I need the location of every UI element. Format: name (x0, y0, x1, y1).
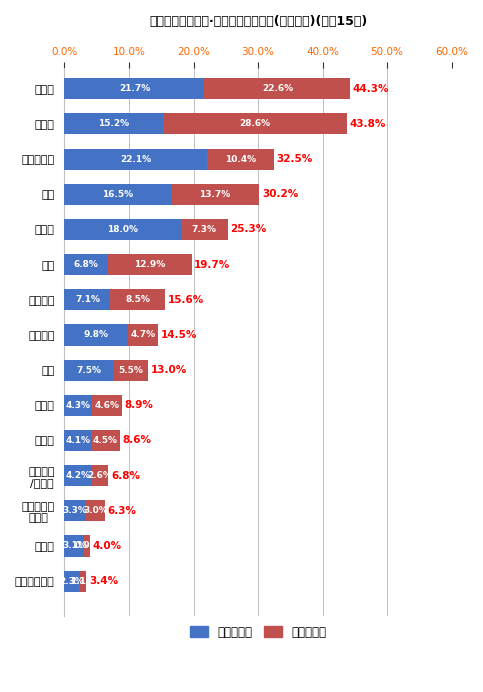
Bar (64, 113, 163, 134)
Text: 7.3%: 7.3% (192, 225, 217, 234)
Text: 2.6%: 2.6% (87, 471, 113, 480)
Text: 19.7%: 19.7% (194, 260, 230, 270)
Text: 7.1%: 7.1% (75, 295, 100, 304)
Text: 4.0%: 4.0% (93, 541, 122, 551)
Text: 13.0%: 13.0% (151, 365, 187, 375)
Bar (64, 394, 92, 416)
Bar (86, 500, 105, 521)
Text: 15.6%: 15.6% (168, 295, 204, 304)
Bar (64, 430, 91, 451)
Bar (64, 536, 85, 556)
Bar (64, 254, 108, 275)
Text: 6.8%: 6.8% (74, 260, 99, 269)
Bar (91, 430, 120, 451)
Bar (64, 78, 204, 99)
Text: 0.9%: 0.9% (75, 541, 100, 551)
Text: 4.5%: 4.5% (93, 436, 118, 445)
Bar (110, 289, 165, 310)
Text: 3.0%: 3.0% (83, 507, 108, 516)
Bar (64, 289, 110, 310)
Text: 4.7%: 4.7% (130, 331, 156, 340)
Text: 6.8%: 6.8% (111, 471, 140, 481)
Text: 25.3%: 25.3% (230, 224, 267, 235)
Bar (64, 219, 181, 240)
Text: 8.9%: 8.9% (125, 400, 153, 410)
Text: 8.5%: 8.5% (125, 295, 150, 304)
Text: 9.8%: 9.8% (84, 331, 109, 340)
Bar (64, 500, 86, 521)
Text: 22.6%: 22.6% (262, 84, 293, 93)
Text: 4.1%: 4.1% (65, 436, 90, 445)
Bar (128, 325, 158, 345)
Bar (64, 465, 92, 486)
Text: 4.6%: 4.6% (95, 401, 120, 410)
Bar (108, 254, 192, 275)
Text: 28.6%: 28.6% (239, 120, 270, 129)
Text: 3.1%: 3.1% (62, 541, 87, 551)
Text: 1.1%: 1.1% (71, 576, 95, 585)
Text: 21.7%: 21.7% (119, 84, 150, 93)
Bar (79, 571, 86, 592)
Bar (181, 219, 227, 240)
Bar (113, 360, 148, 381)
Bar (64, 149, 207, 170)
Bar (163, 113, 347, 134)
Text: 15.2%: 15.2% (98, 120, 129, 129)
Text: 16.5%: 16.5% (102, 190, 133, 199)
Text: 3.3%: 3.3% (63, 507, 87, 516)
Text: 18.0%: 18.0% (107, 225, 138, 234)
Text: 30.2%: 30.2% (262, 189, 298, 199)
Bar (204, 78, 350, 99)
Text: 4.3%: 4.3% (66, 401, 91, 410)
Text: 13.7%: 13.7% (199, 190, 231, 199)
Bar (92, 465, 108, 486)
Text: 22.1%: 22.1% (120, 154, 151, 163)
Text: 3.4%: 3.4% (89, 576, 118, 586)
Bar (64, 360, 113, 381)
Bar (207, 149, 274, 170)
Text: 2.3%: 2.3% (59, 576, 85, 585)
Bar (85, 536, 90, 556)
Bar (171, 183, 259, 205)
Text: 44.3%: 44.3% (353, 84, 389, 93)
Text: 43.8%: 43.8% (350, 119, 386, 129)
Bar (64, 325, 128, 345)
Text: 12.9%: 12.9% (134, 260, 166, 269)
Text: 4.2%: 4.2% (66, 471, 90, 480)
Text: 10.4%: 10.4% (225, 154, 256, 163)
Bar (64, 183, 171, 205)
Text: 14.5%: 14.5% (161, 330, 197, 340)
Text: 6.3%: 6.3% (108, 506, 137, 516)
Title: 子供が習っている·習わせたい習い事(複数回答)(上位15位): 子供が習っている·習わせたい習い事(複数回答)(上位15位) (149, 15, 367, 28)
Text: 5.5%: 5.5% (118, 365, 143, 374)
Text: 32.5%: 32.5% (277, 154, 313, 164)
Legend: 習っている, 習わせたい: 習っている, 習わせたい (185, 621, 331, 644)
Text: 8.6%: 8.6% (123, 435, 152, 446)
Bar (92, 394, 122, 416)
Bar (64, 571, 79, 592)
Text: 7.5%: 7.5% (76, 365, 101, 374)
